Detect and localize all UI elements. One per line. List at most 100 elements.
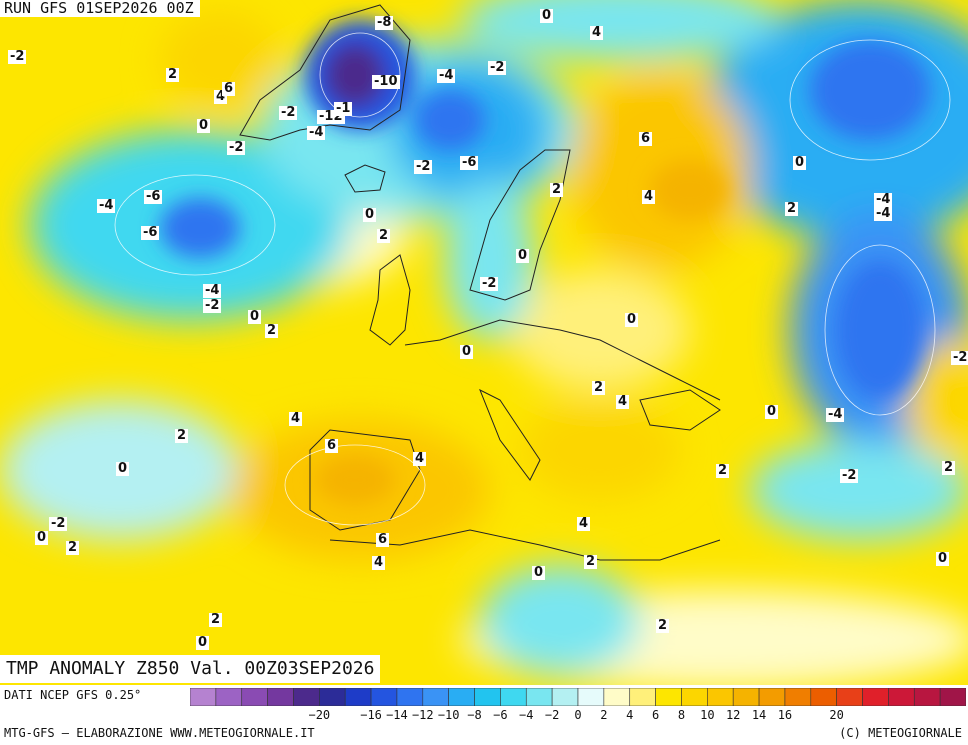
- colorbar-swatch: [913, 688, 941, 706]
- colorbar-tick-label: 12: [725, 708, 741, 722]
- colorbar-tick-label: −2: [544, 708, 560, 722]
- contour-label: -6: [460, 155, 479, 170]
- colorbar-swatch: [888, 688, 915, 706]
- colorbar-tick-label: −16: [360, 708, 382, 722]
- colorbar-tick-label: 16: [777, 708, 793, 722]
- contour-label: -2: [203, 298, 222, 313]
- north-africa-coast: [329, 529, 721, 561]
- contour-label: 4: [372, 555, 386, 570]
- colorbar-tick-label: 14: [751, 708, 767, 722]
- colorbar-tick-label: −20: [308, 708, 331, 722]
- colorbar-tick-label: 6: [651, 708, 660, 722]
- contour-atlantic: [114, 174, 276, 276]
- colorbar-swatch: [577, 688, 605, 706]
- contour-label: -4: [203, 283, 222, 298]
- pale-zone-central: [510, 270, 690, 390]
- colorbar-tick-label: −14: [386, 708, 408, 722]
- contour-label: 0: [540, 8, 554, 23]
- colorbar-tick-label: −10: [437, 708, 460, 722]
- contour-label: -4: [307, 125, 326, 140]
- colorbar-swatch: [267, 688, 294, 706]
- colorbar-tick-label: 4: [626, 708, 634, 722]
- contour-label: 0: [516, 248, 530, 263]
- italy-coast: [479, 388, 541, 481]
- colorbar-swatch: [603, 688, 631, 706]
- contour-label: 6: [222, 81, 236, 96]
- contour-label: -6: [141, 225, 160, 240]
- warm-zone-russia: [570, 70, 750, 270]
- colorbar-tick-label: 0: [574, 708, 582, 722]
- cold-core-russia: [810, 40, 930, 140]
- iceland-coast: [344, 164, 386, 193]
- contour-label: 0: [248, 309, 262, 324]
- colorbar-swatch: [836, 688, 863, 706]
- contour-label: 6: [376, 532, 390, 547]
- colorbar-swatch: [319, 688, 346, 706]
- contour-label: 2: [584, 554, 598, 569]
- contour-label: 0: [532, 565, 546, 580]
- contour-label: 4: [577, 516, 591, 531]
- contour-iberia: [284, 444, 426, 526]
- scandinavia-coast: [469, 149, 571, 301]
- colorbar-swatch: [422, 688, 449, 706]
- colorbar: [190, 688, 966, 706]
- colorbar-swatch: [190, 688, 217, 706]
- warm-zone-balkans: [520, 400, 680, 500]
- contour-label: 0: [765, 404, 779, 419]
- cold-core-greenland-deep: [325, 43, 385, 107]
- colorbar-swatch: [862, 688, 889, 706]
- colorbar-swatch: [396, 688, 424, 706]
- colorbar-tick-label: 10: [700, 708, 715, 722]
- contour-label: 2: [377, 228, 391, 243]
- contour-label: 0: [116, 461, 130, 476]
- contour-label: -2: [840, 468, 859, 483]
- colorbar-tick-label: −8: [467, 708, 482, 722]
- contour-label: -6: [144, 189, 163, 204]
- data-source: DATI NCEP GFS 0.25°: [4, 688, 142, 702]
- contour-label: 0: [460, 344, 474, 359]
- cold-zone-libya: [480, 565, 640, 675]
- colorbar-swatch: [758, 688, 786, 706]
- contour-label: 2: [166, 67, 180, 82]
- contour-label: 0: [793, 155, 807, 170]
- iberia-coast: [309, 429, 421, 531]
- contour-label: -4: [826, 407, 845, 422]
- contour-russia: [789, 39, 951, 161]
- warm-core-iberia: [315, 455, 395, 505]
- contour-label: 2: [265, 323, 279, 338]
- contour-label: 2: [550, 182, 564, 197]
- colorbar-tick-label: −6: [493, 708, 508, 722]
- contour-label: 0: [196, 635, 210, 650]
- contour-label: -4: [437, 68, 456, 83]
- colorbar-swatch: [707, 688, 734, 706]
- colorbar-swatch: [474, 688, 501, 706]
- contour-label: 6: [325, 438, 339, 453]
- cold-core-norway: [415, 90, 485, 150]
- contour-label: -2: [414, 159, 433, 174]
- cold-core-east: [835, 260, 925, 400]
- colorbar-swatch: [370, 688, 398, 706]
- contour-label: -2: [8, 49, 27, 64]
- colorbar-tick-label: 8: [677, 708, 686, 722]
- colorbar-swatch: [629, 688, 656, 706]
- cold-zone-middle-east: [750, 440, 968, 540]
- colorbar-swatch: [500, 688, 527, 706]
- colorbar-tick-label: 20: [829, 708, 844, 722]
- contour-greenland: [319, 32, 401, 118]
- cold-zone-scandinavia: [445, 180, 535, 340]
- contour-label: 4: [616, 394, 630, 409]
- contour-label: -4: [874, 192, 893, 207]
- temperature-anomaly-map: [0, 0, 968, 685]
- credit-right: (C) METEOGIORNALE: [839, 726, 962, 740]
- contour-label: 2: [209, 612, 223, 627]
- warm-zone-east-edge: [905, 340, 968, 460]
- colorbar-swatch: [241, 688, 268, 706]
- colorbar-tick-label: −12: [411, 708, 434, 722]
- colorbar-swatch: [525, 688, 553, 706]
- contour-label: 2: [716, 463, 730, 478]
- europe-mainland-coast: [404, 319, 721, 401]
- contour-label: 0: [35, 530, 49, 545]
- colorbar-swatch: [551, 688, 579, 706]
- warm-core-russia: [650, 160, 730, 220]
- greenland-coast: [239, 4, 411, 141]
